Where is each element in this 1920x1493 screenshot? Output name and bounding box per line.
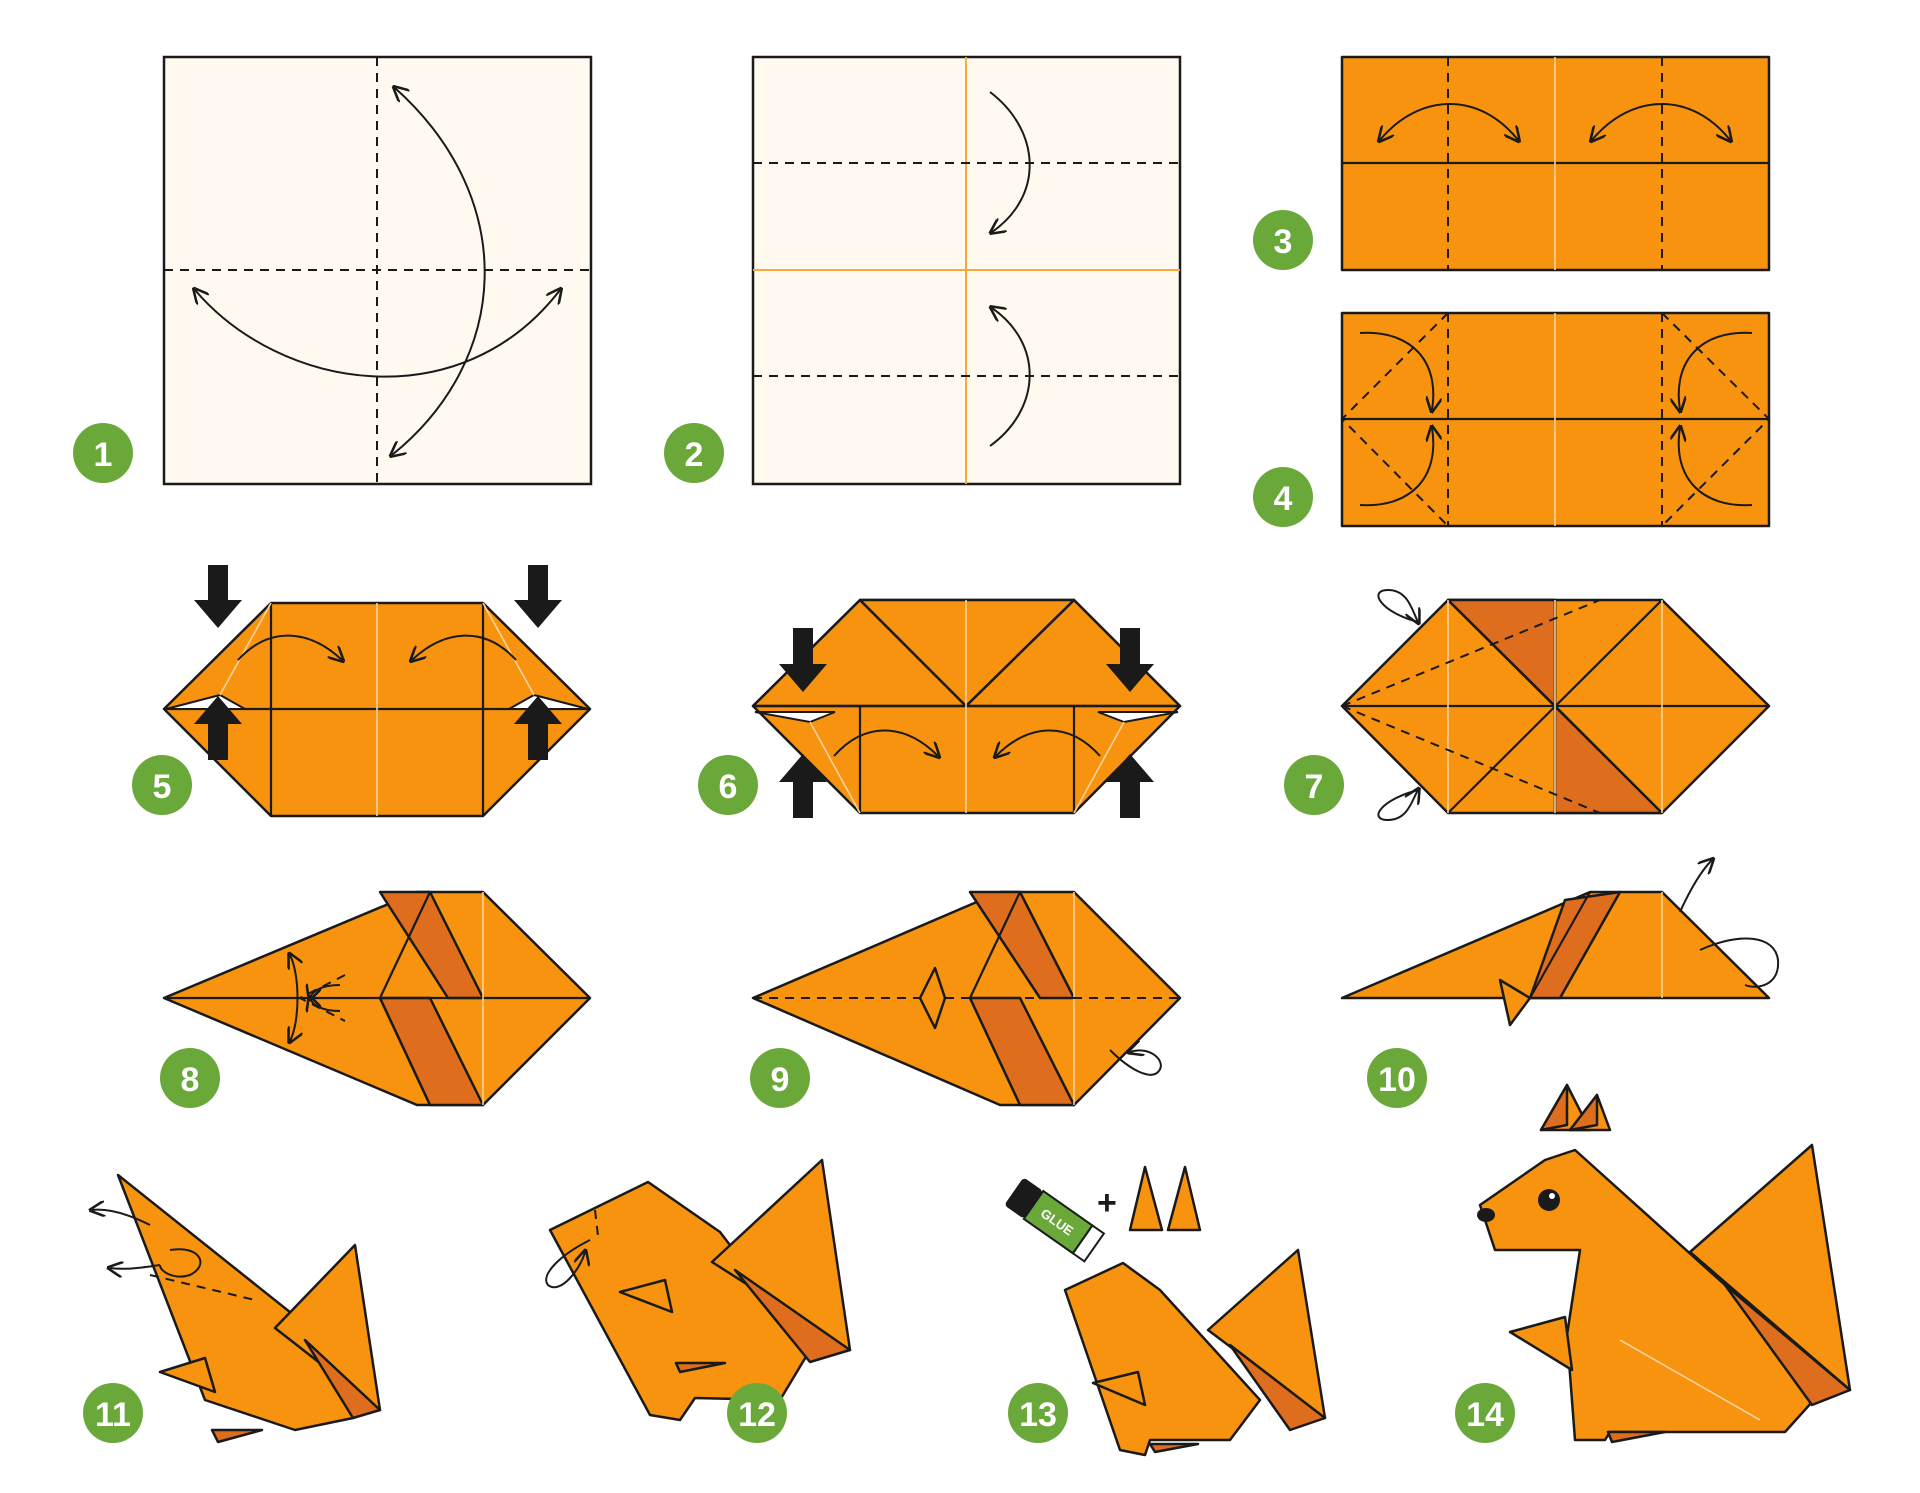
step-4-diagram: [1340, 311, 1771, 528]
step-number: 5: [153, 768, 172, 806]
step-number: 6: [719, 768, 738, 806]
step-number: 10: [1378, 1061, 1416, 1099]
step-6-diagram: [751, 598, 1182, 818]
step-12-diagram: [545, 1158, 852, 1422]
step-badge-12: 12: [727, 1383, 787, 1443]
step-7-diagram: [1340, 588, 1771, 822]
step-badge-11: 11: [83, 1383, 143, 1443]
step-number: 12: [738, 1396, 776, 1434]
step-badge-5: 5: [132, 755, 192, 815]
step-11-diagram: [92, 1173, 382, 1444]
step-14-diagram: [1477, 1083, 1852, 1444]
step-badge-4: 4: [1253, 467, 1313, 527]
step-number: 11: [95, 1396, 131, 1434]
step-badge-10: 10: [1367, 1048, 1427, 1108]
step-number: 8: [181, 1061, 200, 1099]
step-number: 1: [94, 436, 113, 474]
step-10-diagram: [1340, 860, 1780, 1027]
step-badge-14: 14: [1455, 1383, 1515, 1443]
step-number: 3: [1274, 223, 1293, 261]
step-badge-13: 13: [1008, 1383, 1068, 1443]
step-badge-7: 7: [1284, 755, 1344, 815]
step-8-diagram: [162, 890, 592, 1107]
step-1-diagram: [162, 55, 593, 486]
step-2-diagram: [751, 55, 1182, 486]
step-number: 13: [1019, 1396, 1057, 1434]
step-number: 14: [1466, 1396, 1504, 1434]
paper-ears-pieces: [1128, 1165, 1202, 1232]
step-5-diagram: [162, 565, 592, 818]
step-badge-3: 3: [1253, 210, 1313, 270]
step-3-diagram: [1340, 55, 1771, 272]
step-9-diagram: [751, 890, 1182, 1107]
step-number: 2: [685, 436, 704, 474]
glue-stick: GLUE: [1005, 1178, 1106, 1263]
step-number: 4: [1274, 480, 1293, 518]
step-badge-8: 8: [160, 1048, 220, 1108]
step-13-diagram: [1063, 1248, 1327, 1457]
step-badge-1: 1: [73, 423, 133, 483]
step-badge-6: 6: [698, 755, 758, 815]
step-number: 7: [1305, 768, 1324, 806]
plus-sign: +: [1097, 1184, 1117, 1222]
step-badge-9: 9: [750, 1048, 810, 1108]
step-number: 9: [771, 1061, 790, 1099]
step-badge-2: 2: [664, 423, 724, 483]
